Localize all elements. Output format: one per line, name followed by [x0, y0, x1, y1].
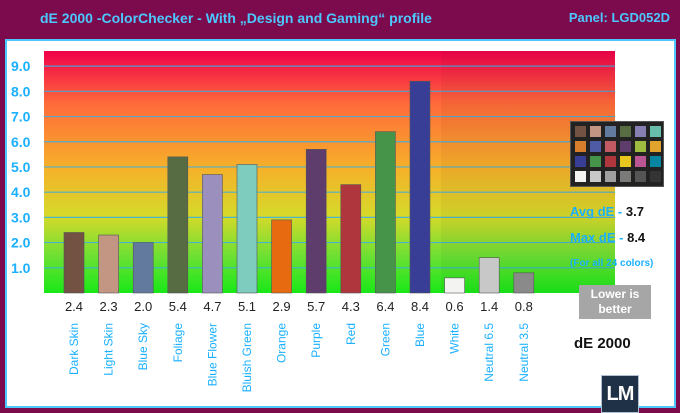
y-tick-label: 4.0	[11, 184, 31, 200]
checker-patch	[635, 126, 646, 137]
bar	[305, 149, 327, 294]
checker-patch	[650, 141, 661, 152]
data-label: 5.7	[307, 299, 325, 314]
x-tick-label: Blue Flower	[205, 323, 219, 386]
x-tick-label: Foliage	[171, 323, 185, 363]
data-label: 0.8	[515, 299, 533, 314]
checker-patch	[620, 141, 631, 152]
laptopmedia-logo: LM	[601, 375, 639, 413]
checker-patch	[590, 126, 601, 137]
checker-patch	[620, 156, 631, 167]
metric-label: dE 2000	[574, 335, 631, 352]
x-tick-label: Neutral 3.5	[517, 323, 531, 382]
bar	[478, 257, 500, 294]
avg-de-line: Avg dE - 3.7	[570, 204, 665, 230]
checker-patch	[590, 171, 601, 182]
checker-patch	[635, 171, 646, 182]
bar	[202, 174, 223, 294]
bar	[132, 242, 154, 294]
checker-patch	[605, 156, 616, 167]
data-label: 1.4	[480, 299, 498, 314]
avg-de-label: Avg dE -	[570, 204, 623, 219]
x-tick-label: Purple	[309, 323, 323, 358]
bar	[63, 232, 85, 294]
y-tick-label: 8.0	[11, 83, 31, 99]
x-tick-label: Light Skin	[102, 323, 116, 376]
x-tick-label: Bluish Green	[240, 323, 254, 392]
data-label: 0.6	[446, 299, 464, 314]
lower-is-better-badge: Lower is better	[579, 285, 651, 319]
x-tick-label: Blue	[413, 323, 427, 347]
bar	[236, 164, 258, 294]
data-label: 4.3	[342, 299, 360, 314]
checker-patch	[575, 156, 586, 167]
x-tick-label: Neutral 6.5	[482, 323, 496, 382]
data-label: 6.4	[376, 299, 394, 314]
y-tick-label: 7.0	[11, 109, 31, 125]
bar	[444, 277, 465, 294]
max-de-label: Max dE -	[570, 230, 624, 245]
all-colors-note: (For all 24 colors)	[570, 258, 654, 269]
checker-patch	[635, 141, 646, 152]
checker-patch	[575, 126, 586, 137]
panel-label: Panel: LGD052D	[568, 10, 670, 25]
checker-patch	[575, 141, 586, 152]
y-tick-label: 5.0	[11, 159, 31, 175]
bar	[167, 156, 189, 294]
x-tick-label: Dark Skin	[67, 323, 81, 375]
data-label: 2.3	[100, 299, 118, 314]
checker-patch	[605, 171, 616, 182]
checker-patch	[635, 156, 646, 167]
x-tick-label: Blue Sky	[136, 323, 150, 370]
data-label: 2.0	[134, 299, 152, 314]
bar	[409, 80, 431, 294]
y-tick-label: 9.0	[11, 58, 31, 74]
y-tick-label: 1.0	[11, 260, 31, 276]
checker-patch	[620, 126, 631, 137]
x-tick-label: Red	[344, 323, 358, 345]
bar	[375, 131, 396, 294]
bar	[340, 184, 362, 294]
max-de-line: Max dE - 8.4	[570, 230, 665, 256]
y-tick-label: 3.0	[11, 209, 31, 225]
checker-patch	[650, 126, 661, 137]
data-label: 8.4	[411, 299, 429, 314]
data-label: 2.4	[65, 299, 83, 314]
checker-patch	[575, 171, 586, 182]
avg-de-value: 3.7	[625, 204, 644, 219]
chart-card: 1.0 2.0 3.0 4.0 5.0 6.0 7.0 8.0 9.0 2.4 Dark Skin 2…	[5, 39, 676, 413]
chart-title: dE 2000 -ColorChecker - With „Design and…	[40, 10, 432, 26]
bar	[513, 272, 535, 294]
checker-patch	[605, 141, 616, 152]
stats-box: Avg dE - 3.7 Max dE - 8.4 (For all 24 co…	[570, 204, 665, 269]
x-tick-label: White	[448, 323, 462, 354]
y-tick-label: 2.0	[11, 235, 31, 251]
bar	[98, 234, 119, 294]
checker-patch	[605, 126, 616, 137]
checker-patch	[650, 171, 661, 182]
checker-patch	[650, 156, 661, 167]
y-tick-label: 6.0	[11, 134, 31, 150]
x-tick-label: Orange	[275, 323, 289, 363]
checker-patch	[620, 171, 631, 182]
data-label: 5.4	[169, 299, 187, 314]
checker-patch	[590, 141, 601, 152]
data-label: 2.9	[273, 299, 291, 314]
data-label: 4.7	[203, 299, 221, 314]
x-tick-label: Green	[378, 323, 392, 356]
data-label: 5.1	[238, 299, 256, 314]
colorchecker-thumbnail	[570, 121, 664, 187]
bar	[271, 219, 292, 294]
checker-patch	[590, 156, 601, 167]
max-de-value: 8.4	[627, 230, 646, 245]
